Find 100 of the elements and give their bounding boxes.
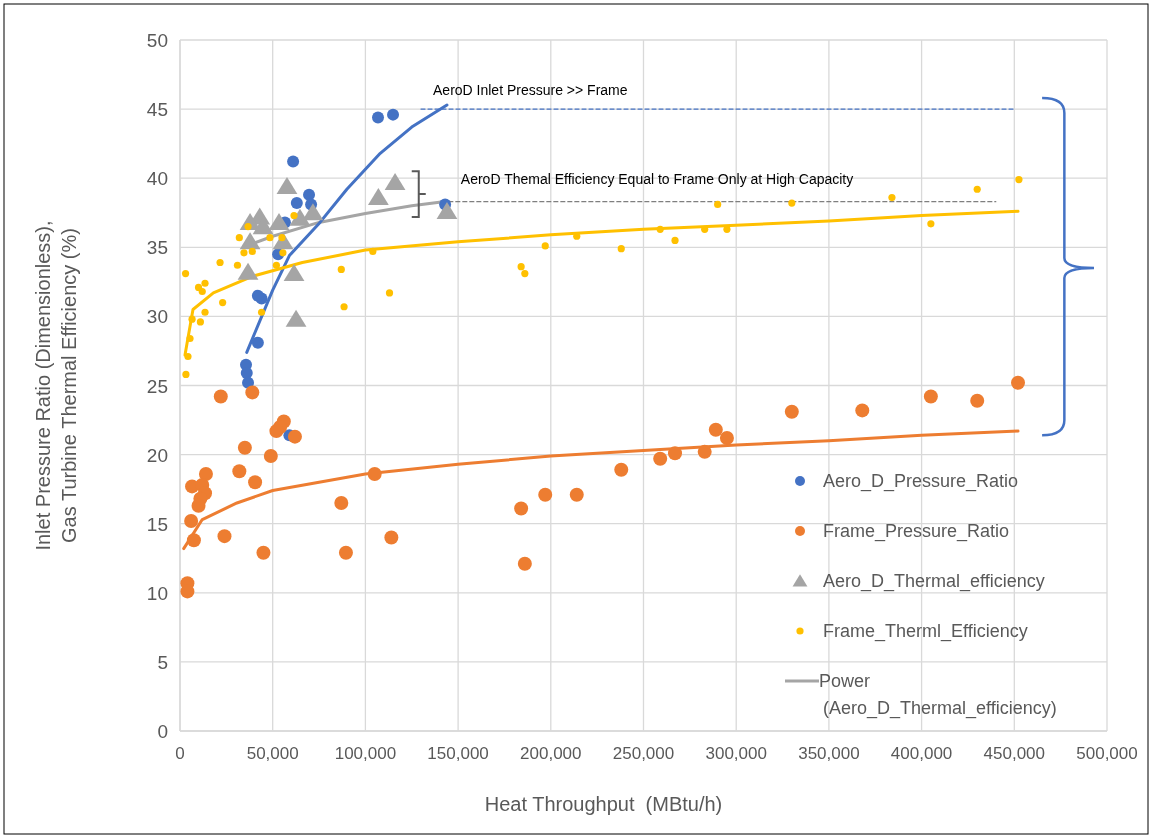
point: [337, 265, 345, 274]
point: [290, 197, 303, 210]
point: [538, 487, 553, 502]
point: [714, 200, 722, 209]
point: [257, 308, 266, 316]
point: [237, 440, 252, 455]
point: [923, 389, 938, 404]
point: [614, 462, 629, 477]
x-tick-label: 300,000: [705, 744, 767, 763]
y-tick-label: 5: [157, 651, 168, 673]
y-tick-label: 25: [146, 375, 168, 397]
point: [213, 389, 228, 404]
point: [269, 424, 284, 439]
point: [217, 529, 232, 544]
point: [191, 498, 206, 513]
x-tick-label: 50,000: [246, 744, 299, 763]
y-tick-label: 45: [146, 99, 168, 121]
point: [251, 289, 264, 302]
point: [289, 208, 311, 226]
point: [708, 422, 723, 437]
y-tick-label: 15: [146, 513, 168, 535]
point: [367, 466, 382, 481]
point: [198, 287, 206, 296]
point: [184, 513, 199, 528]
point: [927, 220, 935, 228]
point: [784, 404, 799, 419]
point: [240, 367, 253, 380]
point: [372, 111, 385, 124]
point: [517, 263, 525, 271]
point: [186, 533, 201, 548]
legend-label: Aero_D_Thermal_efficiency: [823, 571, 1045, 592]
point: [569, 487, 584, 502]
point: [617, 245, 625, 253]
x-tick-label: 250,000: [612, 744, 675, 763]
point: [1011, 375, 1026, 390]
point: [256, 545, 271, 560]
legend-label: Frame_Therml_Efficiency: [823, 621, 1028, 642]
point: [514, 501, 529, 516]
point: [970, 393, 985, 408]
point: [541, 242, 549, 250]
legend-label: Power (Aero_D_Thermal_efficiency): [819, 671, 1057, 719]
point: [384, 172, 406, 190]
point: [237, 262, 259, 280]
point: [198, 466, 213, 481]
point: [248, 475, 263, 490]
point: [334, 495, 349, 510]
point: [521, 269, 529, 278]
point: [302, 203, 324, 221]
legend-label: Frame_Pressure_Ratio: [823, 521, 1010, 542]
point: [653, 451, 668, 466]
point: [855, 403, 870, 418]
y-tick-label: 10: [146, 582, 168, 604]
point: [701, 225, 709, 233]
point: [387, 108, 400, 121]
y-tick-label: 20: [146, 444, 168, 466]
annotation: AeroD Inlet Pressure >> Frame: [433, 82, 628, 99]
point: [239, 232, 261, 250]
point: [287, 429, 302, 444]
point: [251, 336, 264, 349]
point: [272, 261, 281, 269]
point: [285, 309, 307, 327]
line-series: [182, 429, 1020, 551]
x-tick-label: 200,000: [520, 744, 582, 763]
point: [279, 249, 287, 257]
point: [233, 261, 242, 269]
point: [1015, 175, 1023, 184]
y-tick-label: 50: [146, 30, 168, 51]
point: [385, 289, 394, 297]
point: [369, 247, 377, 256]
point: [719, 431, 734, 446]
x-tick-label: 150,000: [427, 744, 489, 763]
x-axis-title: Heat Throughput (MBtu/h): [484, 793, 723, 815]
point: [266, 234, 274, 242]
point: [283, 264, 305, 282]
point: [340, 303, 348, 311]
point: [186, 334, 194, 343]
point: [367, 188, 389, 206]
y-tick-label: 30: [146, 306, 168, 328]
x-tick-label: 400,000: [890, 744, 953, 763]
point: [973, 185, 981, 193]
point: [245, 385, 260, 400]
point: [201, 308, 209, 316]
point: [287, 155, 300, 168]
point: [671, 236, 679, 244]
point: [219, 298, 227, 307]
point: [303, 188, 316, 201]
point: [244, 222, 252, 231]
x-tick-label: 450,000: [983, 744, 1046, 763]
point: [656, 225, 664, 233]
x-tick-label: 100,000: [334, 744, 397, 763]
x-tick-label: 0: [175, 744, 185, 763]
point: [338, 545, 353, 560]
point: [184, 352, 192, 361]
point: [181, 269, 190, 278]
point: [290, 211, 298, 220]
point: [268, 212, 290, 230]
point: [182, 370, 190, 379]
point: [248, 247, 256, 256]
x-tick-label: 350,000: [798, 744, 860, 763]
legend-label: Aero_D_Pressure_Ratio: [823, 471, 1019, 492]
